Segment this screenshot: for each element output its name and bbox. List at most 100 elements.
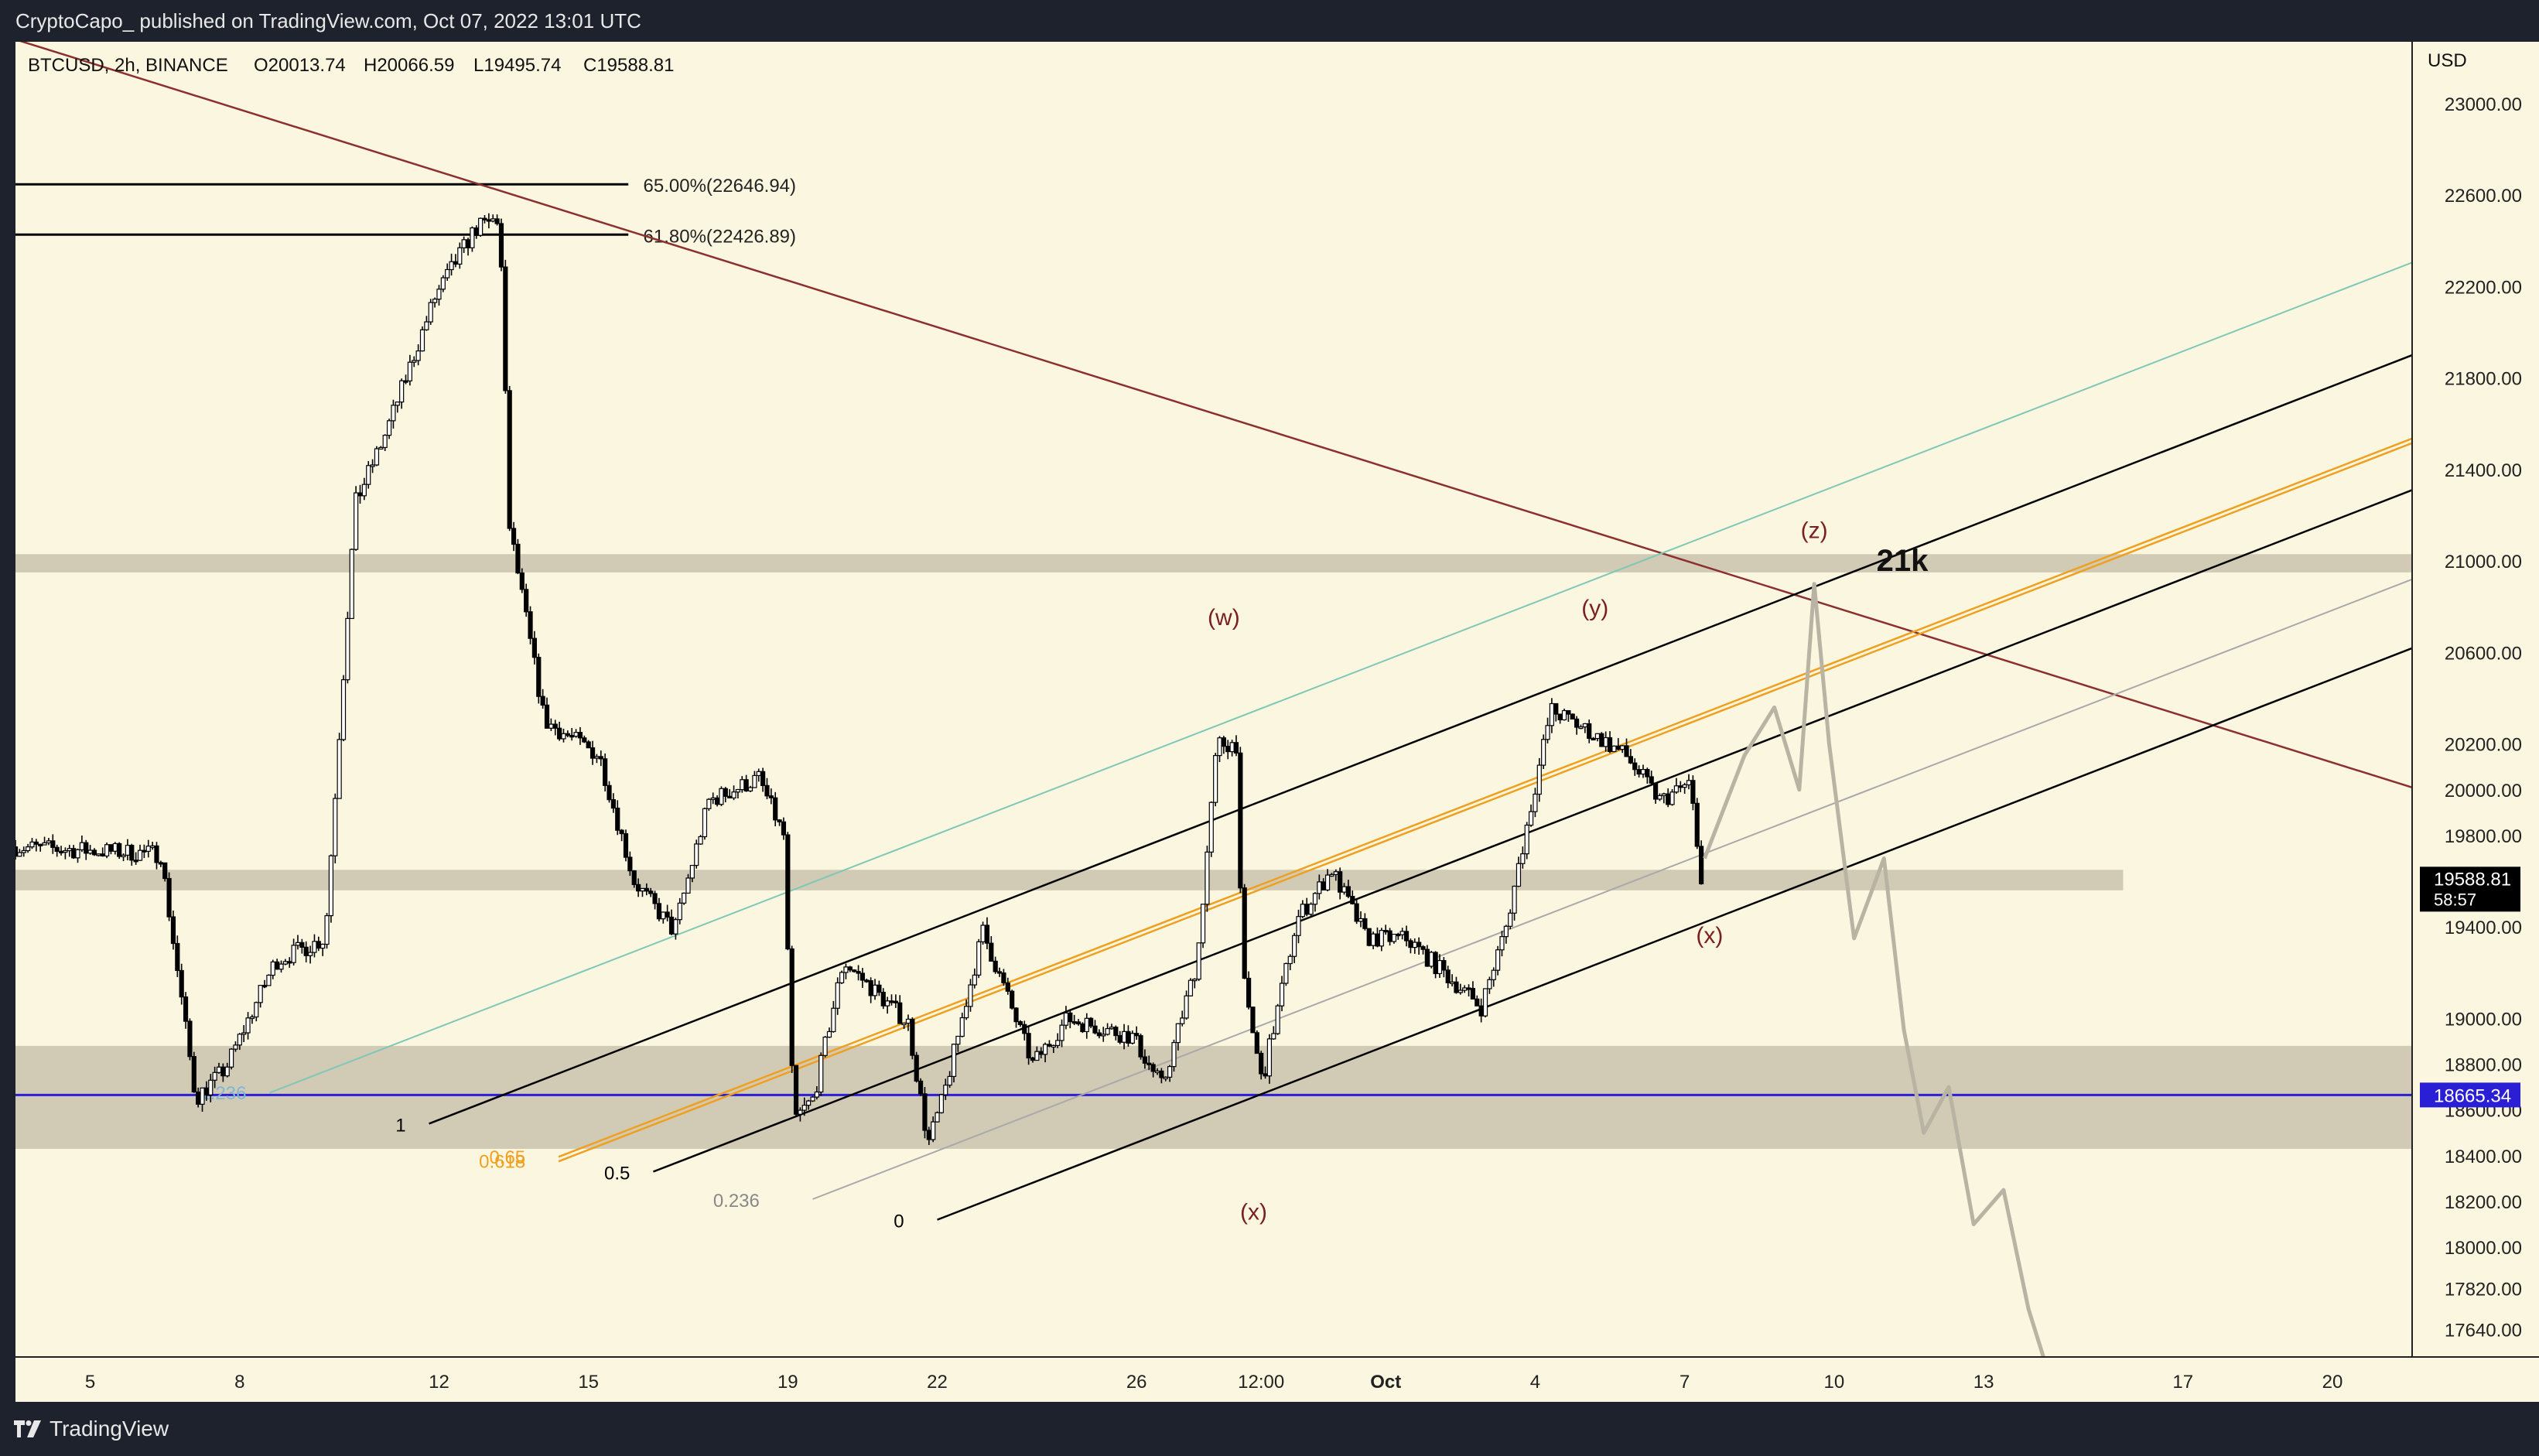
candle-body bbox=[320, 943, 326, 949]
time-tick-label: 26 bbox=[1126, 1372, 1147, 1393]
candle-body bbox=[889, 1000, 894, 1003]
candle-body bbox=[544, 704, 550, 729]
candle-body bbox=[694, 843, 699, 866]
candle-body bbox=[87, 849, 93, 854]
candle-body bbox=[162, 862, 168, 880]
candle-body bbox=[1412, 942, 1417, 948]
candle-body bbox=[897, 1002, 903, 1024]
price-tick-label: 17640.00 bbox=[2445, 1321, 2522, 1342]
candle-body bbox=[1042, 1044, 1048, 1055]
candle-body bbox=[947, 1075, 952, 1086]
candle-body bbox=[1396, 933, 1401, 937]
candle-body bbox=[1503, 925, 1509, 938]
candle-body bbox=[220, 1066, 226, 1077]
candle-body bbox=[922, 1093, 928, 1131]
candle-body bbox=[1254, 1032, 1259, 1054]
candle-body bbox=[1121, 1030, 1127, 1043]
candle-body bbox=[822, 1036, 828, 1056]
candle-body bbox=[145, 846, 151, 852]
candle-body bbox=[785, 834, 791, 950]
candle-body bbox=[1678, 785, 1683, 788]
candle-body bbox=[1275, 1005, 1280, 1034]
candle-body bbox=[1632, 762, 1638, 771]
candle-body bbox=[673, 919, 678, 935]
candle-body bbox=[1541, 739, 1546, 766]
candle-body bbox=[15, 846, 19, 857]
candle-body bbox=[1587, 723, 1592, 740]
candle-body bbox=[1180, 1017, 1185, 1024]
candle-body bbox=[445, 268, 450, 279]
candle-body bbox=[852, 969, 857, 972]
tradingview-logo[interactable]: TradingView bbox=[14, 1417, 169, 1441]
wave-label: (x) bbox=[1240, 1200, 1267, 1225]
time-tick-label: 5 bbox=[85, 1372, 95, 1393]
candle-body bbox=[270, 961, 275, 976]
candle-body bbox=[328, 855, 334, 917]
candle-body bbox=[112, 842, 118, 852]
candle-body bbox=[1553, 702, 1559, 715]
candle-body bbox=[1300, 904, 1305, 918]
candle-body bbox=[1433, 952, 1438, 975]
projection-path bbox=[1703, 582, 2045, 1358]
candle-body bbox=[648, 890, 654, 894]
candle-body bbox=[955, 1035, 961, 1045]
candle-body bbox=[399, 380, 405, 403]
time-tick-label: 20 bbox=[2322, 1372, 2343, 1393]
price-tick-label: 18000.00 bbox=[2445, 1238, 2522, 1259]
tradingview-brand: TradingView bbox=[50, 1417, 169, 1441]
candle-body bbox=[108, 844, 114, 852]
wave-label: (z) bbox=[1801, 518, 1828, 544]
candle-body bbox=[1454, 981, 1459, 993]
chart-area[interactable]: 65.00%(22646.94) 61.80%(22426.89) 1 0.5 0.65… bbox=[15, 42, 2539, 1402]
support-price-tag bbox=[2420, 1082, 2520, 1108]
candle-body bbox=[428, 302, 433, 323]
candle-body bbox=[1403, 931, 1410, 942]
candle-body bbox=[75, 849, 80, 859]
candle-body bbox=[993, 960, 998, 972]
candle-body bbox=[972, 974, 977, 986]
time-axis-background bbox=[15, 1357, 2539, 1402]
price-chart[interactable]: 65.00%(22646.94) 61.80%(22426.89) 1 0.5 0.65… bbox=[15, 42, 2539, 1402]
candle-body bbox=[258, 985, 263, 1003]
candle-body bbox=[357, 492, 363, 497]
candle-body bbox=[191, 1056, 196, 1093]
candle-body bbox=[96, 853, 101, 856]
candle-body bbox=[1652, 782, 1659, 800]
candle-body bbox=[1080, 1023, 1085, 1033]
candle-body bbox=[619, 829, 624, 835]
candle-body bbox=[1034, 1051, 1040, 1061]
candle-body bbox=[1424, 948, 1430, 967]
candle-body bbox=[756, 771, 761, 777]
candle-body bbox=[586, 741, 591, 749]
candle-body bbox=[1084, 1017, 1089, 1033]
zone-band bbox=[15, 870, 2124, 890]
candle-body bbox=[104, 844, 110, 857]
candle-body bbox=[719, 788, 724, 805]
candle-body bbox=[196, 1091, 201, 1105]
candle-body bbox=[1017, 1021, 1023, 1025]
candle-body bbox=[764, 784, 770, 797]
candle-body bbox=[324, 914, 330, 945]
candle-body bbox=[203, 1087, 209, 1095]
candle-body bbox=[635, 884, 641, 892]
candle-body bbox=[1250, 1007, 1256, 1034]
candle-body bbox=[548, 723, 554, 729]
candle-body bbox=[1063, 1012, 1069, 1026]
candle-body bbox=[1146, 1062, 1152, 1065]
candle-body bbox=[552, 723, 558, 729]
candle-body bbox=[117, 842, 122, 857]
candle-body bbox=[245, 1017, 251, 1034]
candle-body bbox=[100, 853, 105, 857]
candle-body bbox=[615, 807, 620, 831]
support-price-label: 18665.34 bbox=[2434, 1085, 2511, 1106]
candle-body bbox=[1636, 769, 1642, 775]
candle-body bbox=[1487, 979, 1492, 989]
candle-body bbox=[415, 350, 421, 361]
candle-body bbox=[473, 227, 479, 236]
candle-body bbox=[773, 797, 778, 821]
candle-body bbox=[382, 435, 388, 449]
candle-body bbox=[610, 799, 616, 809]
candle-body bbox=[29, 841, 35, 848]
candle-body bbox=[1528, 811, 1534, 826]
candle-body bbox=[403, 380, 408, 383]
